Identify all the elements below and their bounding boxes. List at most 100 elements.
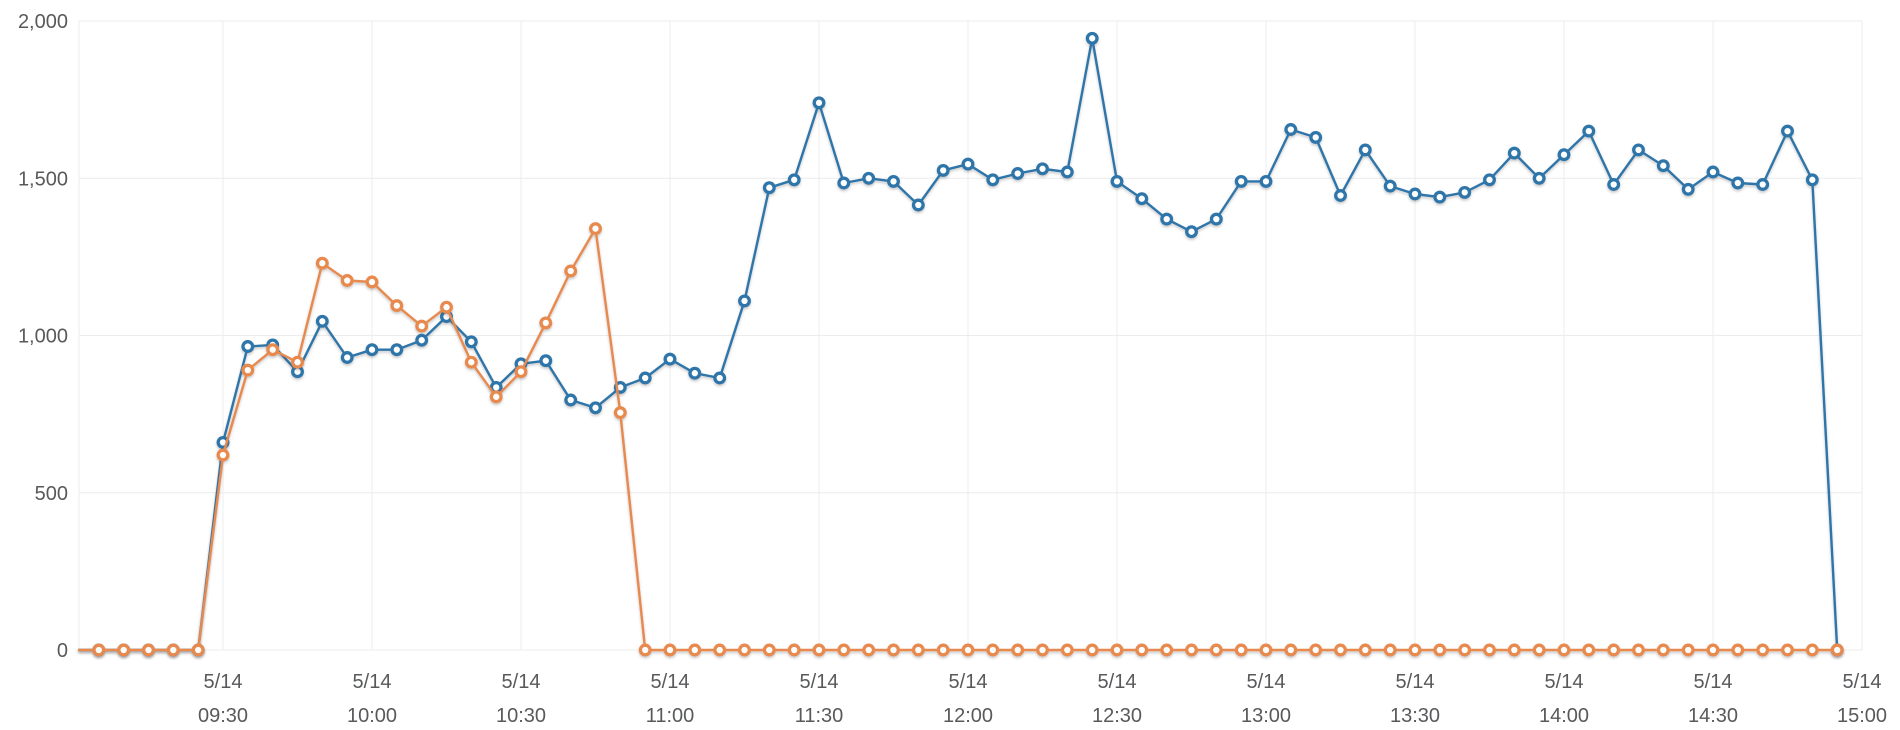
orange-series-marker[interactable] (1110, 643, 1124, 657)
blue-series-marker[interactable] (1805, 173, 1819, 187)
blue-series-marker[interactable] (1582, 124, 1596, 138)
blue-series-marker[interactable] (638, 371, 652, 385)
blue-series-marker[interactable] (1135, 192, 1149, 206)
blue-series-marker[interactable] (862, 171, 876, 185)
blue-series-marker[interactable] (713, 371, 727, 385)
orange-series-marker[interactable] (837, 643, 851, 657)
orange-series-marker[interactable] (589, 222, 602, 236)
blue-series-marker[interactable] (887, 174, 900, 188)
orange-series-marker[interactable] (315, 256, 329, 270)
blue-series-marker[interactable] (961, 157, 975, 171)
orange-series-marker[interactable] (1582, 643, 1596, 657)
orange-series-marker[interactable] (440, 300, 453, 314)
blue-series-marker[interactable] (1458, 185, 1472, 199)
blue-series-marker[interactable] (1110, 174, 1124, 188)
orange-series-marker[interactable] (464, 355, 478, 369)
orange-series-marker[interactable] (638, 643, 652, 657)
orange-series-marker[interactable] (1781, 643, 1794, 657)
orange-series-marker[interactable] (1234, 643, 1248, 657)
orange-series-marker[interactable] (365, 275, 379, 289)
blue-series-marker[interactable] (911, 198, 925, 212)
blue-series-marker[interactable] (1309, 130, 1323, 144)
blue-series-marker[interactable] (1036, 162, 1049, 176)
orange-series-marker[interactable] (688, 643, 702, 657)
orange-series-marker[interactable] (1135, 643, 1149, 657)
orange-series-marker[interactable] (1309, 643, 1323, 657)
blue-series-marker[interactable] (1507, 146, 1521, 160)
orange-series-marker[interactable] (117, 643, 131, 657)
blue-series-marker[interactable] (812, 96, 826, 110)
blue-series-marker[interactable] (1060, 165, 1074, 179)
orange-series-marker[interactable] (92, 643, 106, 657)
blue-series-marker[interactable] (1656, 159, 1670, 173)
orange-series-marker[interactable] (216, 448, 230, 462)
orange-series-marker[interactable] (1756, 643, 1770, 657)
blue-series-marker[interactable] (1358, 143, 1372, 157)
orange-series-marker[interactable] (1483, 643, 1496, 657)
blue-series-marker[interactable] (1284, 123, 1298, 136)
orange-series-marker[interactable] (1433, 643, 1447, 657)
blue-series-marker[interactable] (1756, 178, 1770, 191)
blue-series-marker[interactable] (315, 314, 329, 328)
orange-series-marker[interactable] (415, 319, 429, 333)
orange-series-marker[interactable] (1507, 643, 1521, 657)
orange-series-marker[interactable] (266, 343, 280, 357)
blue-series-marker[interactable] (1557, 148, 1571, 162)
blue-series-marker[interactable] (1085, 31, 1099, 45)
blue-series-marker[interactable] (1532, 171, 1546, 185)
blue-series-marker[interactable] (1185, 225, 1198, 239)
blue-series-marker[interactable] (1781, 124, 1794, 138)
orange-series-marker[interactable] (1656, 643, 1670, 657)
orange-series-marker[interactable] (911, 643, 925, 657)
orange-series-marker[interactable] (1209, 643, 1223, 657)
orange-series-marker[interactable] (1681, 643, 1695, 657)
orange-series-marker[interactable] (1731, 643, 1745, 657)
orange-series-marker[interactable] (340, 274, 354, 287)
blue-series-marker[interactable] (564, 393, 578, 407)
orange-series-marker[interactable] (663, 643, 677, 657)
orange-series-marker[interactable] (1557, 643, 1571, 657)
orange-series-marker[interactable] (1358, 643, 1372, 657)
orange-series-marker[interactable] (1284, 643, 1298, 657)
orange-series-marker[interactable] (1259, 643, 1273, 657)
orange-series-marker[interactable] (191, 643, 205, 657)
orange-series-marker[interactable] (862, 643, 876, 657)
blue-series-marker[interactable] (539, 354, 553, 368)
blue-series-marker[interactable] (1011, 167, 1025, 180)
blue-series-marker[interactable] (663, 352, 677, 366)
orange-series-marker[interactable] (613, 406, 627, 420)
blue-series-marker[interactable] (936, 163, 950, 177)
orange-series-marker[interactable] (539, 316, 553, 330)
blue-series-marker[interactable] (1383, 179, 1397, 193)
blue-series-marker[interactable] (340, 351, 354, 364)
blue-series-marker[interactable] (1334, 189, 1347, 202)
blue-series-marker[interactable] (688, 366, 702, 380)
blue-series-marker[interactable] (762, 181, 776, 195)
orange-series-marker[interactable] (1830, 643, 1844, 657)
orange-series-marker[interactable] (241, 363, 255, 377)
blue-series-marker[interactable] (1160, 212, 1174, 226)
blue-series-marker[interactable] (1209, 212, 1223, 226)
blue-series-marker[interactable] (1234, 174, 1248, 188)
orange-series-marker[interactable] (961, 643, 975, 657)
blue-series-marker[interactable] (787, 173, 801, 187)
blue-series-marker[interactable] (837, 176, 851, 190)
orange-series-marker[interactable] (1185, 643, 1198, 657)
blue-series-marker[interactable] (1706, 165, 1720, 179)
blue-series-marker[interactable] (1433, 190, 1447, 204)
blue-series-marker[interactable] (241, 340, 255, 353)
orange-series-marker[interactable] (564, 264, 578, 278)
orange-series-marker[interactable] (166, 643, 180, 657)
orange-series-marker[interactable] (1458, 643, 1472, 657)
blue-series-marker[interactable] (1632, 143, 1645, 157)
blue-series-marker[interactable] (1681, 182, 1695, 196)
blue-series-marker[interactable] (1731, 176, 1745, 190)
orange-series-marker[interactable] (1011, 643, 1025, 657)
orange-series-marker[interactable] (489, 390, 503, 404)
orange-series-marker[interactable] (1036, 643, 1049, 657)
orange-series-marker[interactable] (1060, 643, 1074, 657)
blue-series-marker[interactable] (1408, 187, 1422, 201)
orange-series-marker[interactable] (762, 643, 776, 657)
blue-series-marker[interactable] (464, 335, 478, 349)
orange-series-marker[interactable] (142, 643, 155, 657)
